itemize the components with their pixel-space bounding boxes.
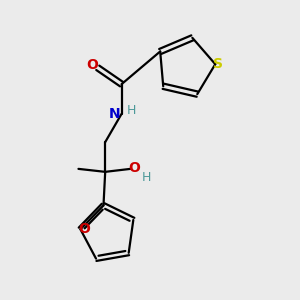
Text: N: N — [109, 107, 121, 121]
Text: O: O — [78, 222, 90, 236]
Text: H: H — [126, 104, 136, 117]
Text: S: S — [213, 57, 223, 71]
Text: H: H — [142, 171, 152, 184]
Text: O: O — [128, 161, 140, 175]
Text: O: O — [86, 58, 98, 72]
